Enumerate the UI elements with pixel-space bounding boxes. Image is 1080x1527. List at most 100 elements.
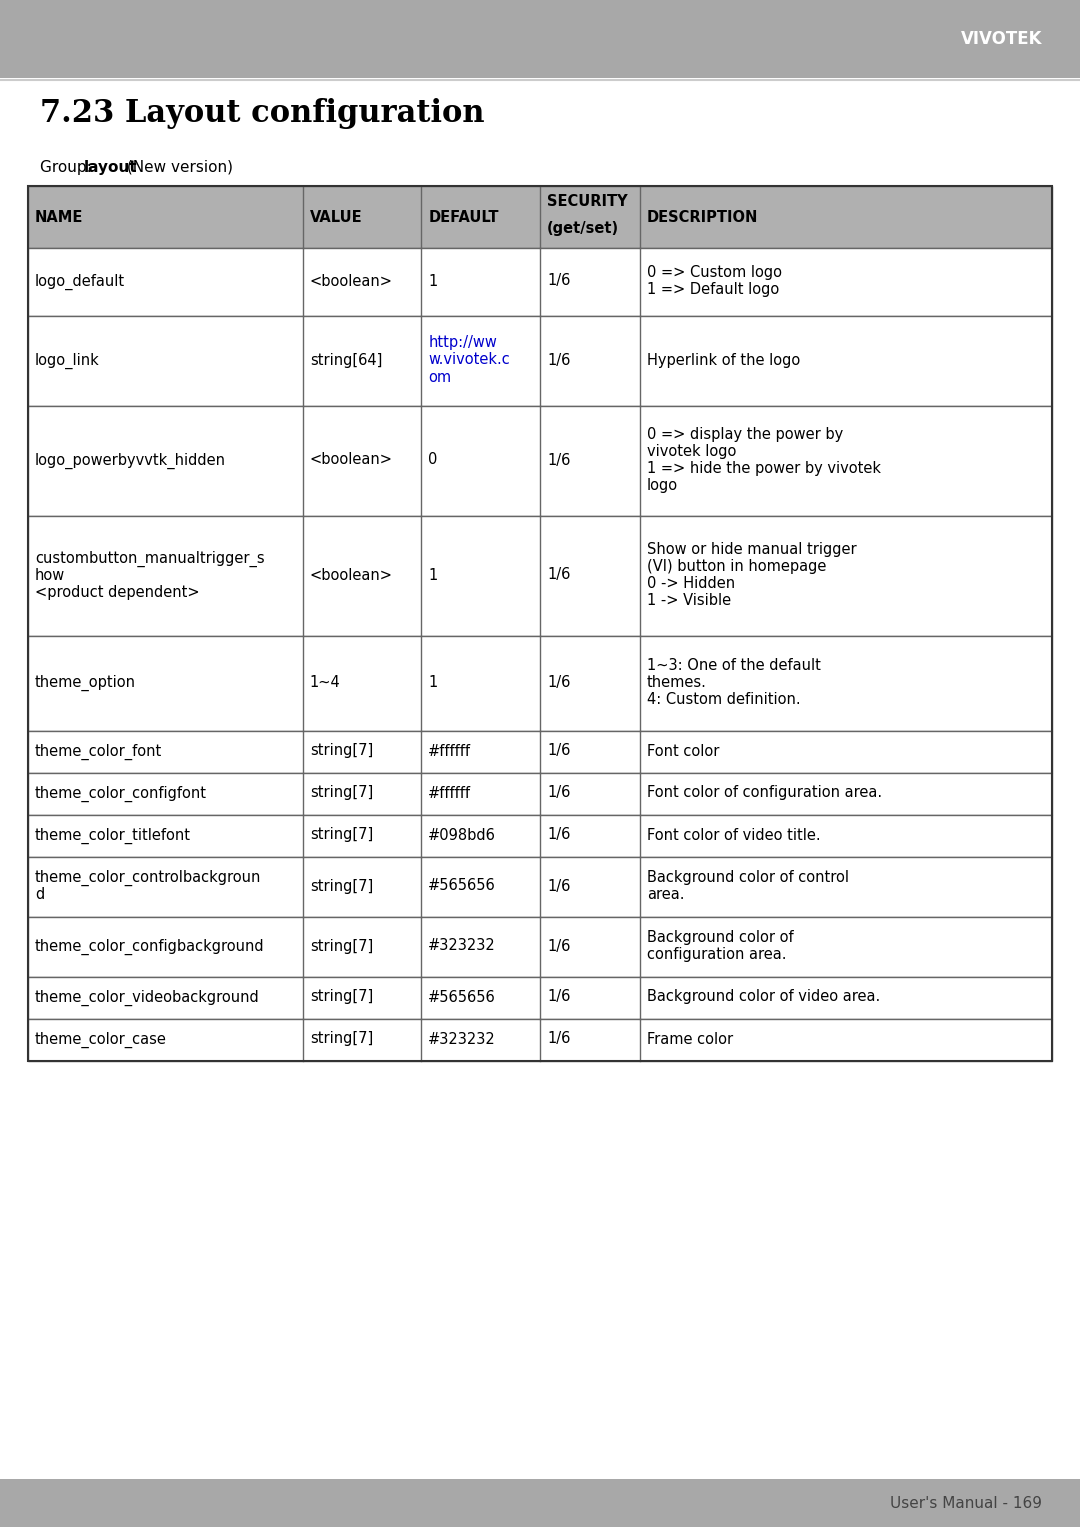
Bar	[28, 731, 1052, 773]
Text: 1/6: 1/6	[546, 744, 570, 759]
Bar	[0, 1480, 1080, 1527]
Text: 1~3: One of the default: 1~3: One of the default	[647, 658, 821, 673]
Text: 0 => display the power by: 0 => display the power by	[647, 428, 843, 441]
Text: Font color of configuration area.: Font color of configuration area.	[647, 785, 882, 800]
Text: logo_default: logo_default	[35, 273, 125, 290]
Bar	[28, 406, 1052, 516]
Text: 1/6: 1/6	[546, 568, 570, 582]
Text: #ffffff: #ffffff	[429, 785, 471, 800]
Text: logo_powerbyvvtk_hidden: logo_powerbyvvtk_hidden	[35, 452, 226, 469]
Text: vivotek logo: vivotek logo	[647, 444, 737, 460]
Text: Group:: Group:	[40, 160, 96, 176]
Text: string[7]: string[7]	[310, 878, 373, 893]
Bar	[28, 316, 1052, 406]
Text: 1/6: 1/6	[546, 1032, 570, 1046]
Text: 1/6: 1/6	[546, 828, 570, 843]
Text: 1: 1	[429, 568, 437, 582]
Bar	[28, 815, 1052, 857]
Text: string[64]: string[64]	[310, 353, 382, 368]
Text: string[7]: string[7]	[310, 1032, 373, 1046]
Bar	[28, 1019, 1052, 1061]
Text: theme_color_configfont: theme_color_configfont	[35, 785, 207, 802]
Text: Show or hide manual trigger: Show or hide manual trigger	[647, 542, 856, 557]
Text: 1/6: 1/6	[546, 675, 570, 690]
Text: how: how	[35, 568, 65, 582]
Bar	[0, 0, 1080, 78]
Text: #ffffff: #ffffff	[429, 744, 471, 759]
Bar	[28, 186, 1052, 247]
Text: theme_color_videobackground: theme_color_videobackground	[35, 989, 260, 1006]
Text: 1/6: 1/6	[546, 452, 570, 467]
Bar	[28, 247, 1052, 316]
Text: om: om	[429, 370, 451, 385]
Text: 1: 1	[429, 675, 437, 690]
Text: logo: logo	[647, 478, 678, 493]
Text: w.vivotek.c: w.vivotek.c	[429, 353, 510, 368]
Text: d: d	[35, 887, 44, 902]
Text: 4: Custom definition.: 4: Custom definition.	[647, 692, 800, 707]
Text: VIVOTEK: VIVOTEK	[960, 31, 1042, 47]
Bar	[28, 857, 1052, 918]
Text: 0: 0	[429, 452, 437, 467]
Text: Frame color: Frame color	[647, 1032, 733, 1046]
Text: #565656: #565656	[429, 989, 496, 1005]
Text: 7.23 Layout configuration: 7.23 Layout configuration	[40, 98, 485, 128]
Text: theme_color_controlbackgroun: theme_color_controlbackgroun	[35, 870, 261, 886]
Text: string[7]: string[7]	[310, 939, 373, 953]
Text: <boolean>: <boolean>	[310, 452, 393, 467]
Text: 1 => Default logo: 1 => Default logo	[647, 282, 779, 296]
Text: #323232: #323232	[429, 939, 496, 953]
Text: string[7]: string[7]	[310, 744, 373, 759]
Text: <product dependent>: <product dependent>	[35, 585, 200, 600]
Bar	[28, 186, 1052, 1061]
Text: VALUE: VALUE	[310, 209, 363, 224]
Text: <boolean>: <boolean>	[310, 273, 393, 289]
Text: layout: layout	[84, 160, 137, 176]
Text: (VI) button in homepage: (VI) button in homepage	[647, 559, 826, 574]
Text: Background color of: Background color of	[647, 930, 794, 945]
Text: string[7]: string[7]	[310, 828, 373, 843]
Text: #323232: #323232	[429, 1032, 496, 1046]
Text: 1/6: 1/6	[546, 785, 570, 800]
Text: #565656: #565656	[429, 878, 496, 893]
Text: theme_color_configbackground: theme_color_configbackground	[35, 939, 265, 954]
Text: custombutton_manualtrigger_s: custombutton_manualtrigger_s	[35, 551, 265, 567]
Text: DEFAULT: DEFAULT	[429, 209, 499, 224]
Bar	[28, 637, 1052, 731]
Text: 1/6: 1/6	[546, 353, 570, 368]
Text: theme_option: theme_option	[35, 675, 136, 692]
Bar	[28, 516, 1052, 637]
Text: 1 -> Visible: 1 -> Visible	[647, 592, 731, 608]
Text: 1/6: 1/6	[546, 878, 570, 893]
Text: 0 => Custom logo: 0 => Custom logo	[647, 266, 782, 279]
Text: 1: 1	[429, 273, 437, 289]
Text: <boolean>: <boolean>	[310, 568, 393, 582]
Bar	[28, 773, 1052, 815]
Text: http://ww: http://ww	[429, 336, 497, 351]
Text: (New version): (New version)	[122, 160, 233, 176]
Text: Background color of control: Background color of control	[647, 870, 849, 886]
Text: NAME: NAME	[35, 209, 83, 224]
Text: string[7]: string[7]	[310, 989, 373, 1005]
Text: 0 -> Hidden: 0 -> Hidden	[647, 576, 735, 591]
Text: 1~4: 1~4	[310, 675, 340, 690]
Text: 1/6: 1/6	[546, 989, 570, 1005]
Text: 1/6: 1/6	[546, 939, 570, 953]
Text: theme_color_case: theme_color_case	[35, 1032, 167, 1048]
Bar	[28, 977, 1052, 1019]
Bar	[28, 918, 1052, 977]
Text: SECURITY: SECURITY	[546, 194, 627, 209]
Text: string[7]: string[7]	[310, 785, 373, 800]
Text: theme_color_font: theme_color_font	[35, 744, 162, 760]
Text: 1/6: 1/6	[546, 273, 570, 289]
Text: 1 => hide the power by vivotek: 1 => hide the power by vivotek	[647, 461, 881, 476]
Text: area.: area.	[647, 887, 685, 902]
Text: theme_color_titlefont: theme_color_titlefont	[35, 828, 191, 844]
Text: Hyperlink of the logo: Hyperlink of the logo	[647, 353, 800, 368]
Text: Font color: Font color	[647, 744, 719, 759]
Text: Background color of video area.: Background color of video area.	[647, 989, 880, 1005]
Text: configuration area.: configuration area.	[647, 947, 786, 962]
Text: User's Manual - 169: User's Manual - 169	[890, 1495, 1042, 1510]
Text: DESCRIPTION: DESCRIPTION	[647, 209, 758, 224]
Text: (get/set): (get/set)	[546, 220, 619, 235]
